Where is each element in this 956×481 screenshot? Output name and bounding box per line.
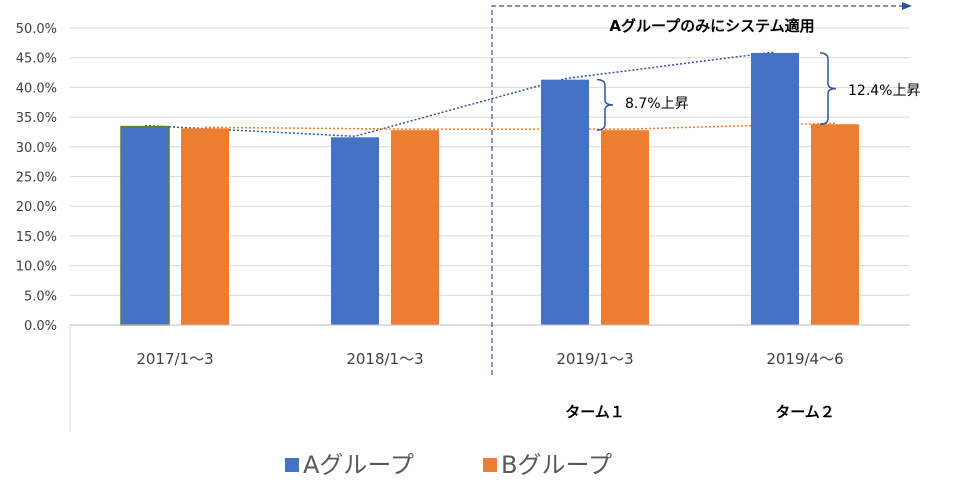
bar-b	[601, 130, 649, 325]
x-tick-label: 2017/1～3	[136, 350, 213, 368]
arrow-head	[902, 2, 912, 10]
system-applied-label: Aグループのみにシステム適用	[609, 17, 814, 35]
y-tick-label: 15.0%	[16, 230, 57, 245]
term-label: ターム１	[565, 403, 625, 421]
system-applied-region	[491, 5, 902, 375]
brace-term2	[819, 52, 837, 125]
legend: Aグループ Bグループ	[285, 451, 612, 479]
trend-line-a	[144, 51, 776, 138]
term-label: ターム２	[775, 403, 835, 421]
rise-label-term1: 8.7%上昇	[625, 96, 689, 112]
y-tick-label: 30.0%	[16, 141, 57, 156]
annotations: Aグループのみにシステム適用 8.7%上昇 12.4%上昇	[491, 2, 920, 375]
bar-a	[751, 52, 799, 326]
bars	[120, 52, 859, 326]
y-tick-label: 35.0%	[16, 111, 57, 126]
y-tick-label: 50.0%	[16, 22, 57, 37]
trend-lines	[144, 51, 836, 138]
y-tick-label: 0.0%	[24, 319, 57, 334]
bar-b	[181, 128, 229, 325]
legend-swatch-b	[483, 458, 497, 472]
y-axis-ticks: 0.0% 5.0% 10.0% 15.0% 20.0% 25.0% 30.0% 35.0% 40…	[16, 22, 57, 334]
x-tick-label: 2018/1～3	[346, 350, 423, 368]
x-tick-label: 2019/4～6	[766, 350, 843, 368]
y-tick-label: 40.0%	[16, 81, 57, 96]
bar-b	[391, 130, 439, 325]
bar-a	[541, 79, 589, 325]
y-tick-label: 5.0%	[24, 289, 57, 304]
x-tick-label: 2019/1～3	[556, 350, 633, 368]
y-tick-label: 20.0%	[16, 200, 57, 215]
legend-swatch-a	[285, 458, 299, 472]
legend-label-b: Bグループ	[501, 451, 612, 479]
y-tick-label: 45.0%	[16, 52, 57, 67]
legend-label-a: Aグループ	[303, 451, 414, 479]
x-axis: 2017/1～3 2018/1～3 2019/1～3 ターム１ 2019/4～6 ターム２	[69, 324, 910, 432]
trend-line-b	[204, 122, 836, 130]
bar-b	[811, 124, 859, 325]
rise-label-term2: 12.4%上昇	[848, 83, 920, 99]
brace-term1	[596, 78, 614, 131]
bar-a	[331, 137, 379, 325]
y-tick-label: 25.0%	[16, 171, 57, 186]
y-tick-label: 10.0%	[16, 260, 57, 275]
bar-a	[120, 125, 170, 326]
